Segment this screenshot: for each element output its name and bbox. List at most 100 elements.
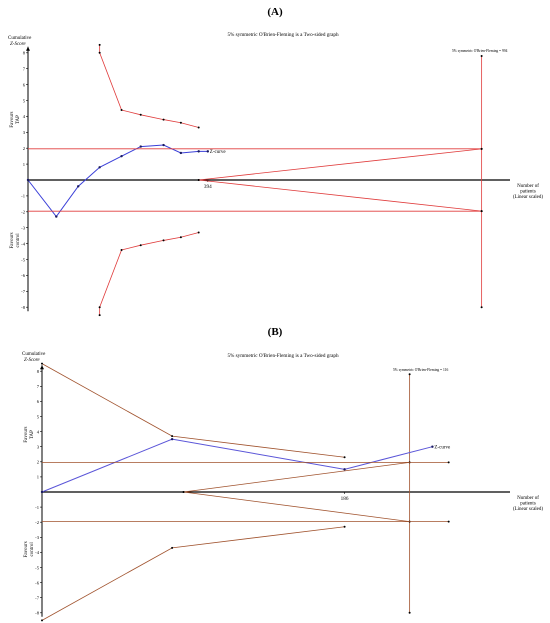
y-tick-label: -8	[21, 305, 26, 310]
favours-bottom-line2: control	[16, 233, 21, 248]
series-line-futility_lower	[198, 179, 482, 212]
favours-bottom-line1: Favours	[24, 541, 29, 557]
favours-top-label: Favours TAP	[10, 111, 21, 127]
data-point-Z-curve	[179, 151, 183, 155]
x-axis-label-line1: Number of	[517, 184, 539, 189]
data-point-futility_lower	[197, 179, 200, 181]
favours-bottom-label: Favours control	[10, 232, 21, 248]
y-tick-label: -2	[35, 520, 40, 525]
y-tick-label: -3	[35, 535, 40, 540]
favours-bottom-label: Favours control	[24, 541, 35, 557]
panel-b: (B) 5% symmetric O'Brien-Fleming is a Two…	[22, 326, 543, 622]
data-point-Z-curve	[162, 143, 165, 147]
y-tick-label: -2	[21, 210, 26, 215]
data-point-lower_boundary	[197, 231, 200, 234]
series-line-futility_upper	[198, 148, 482, 181]
y-tick-label: -1	[21, 194, 26, 199]
data-point-lower_boundary	[179, 236, 182, 239]
series-line-lower_boundary	[41, 526, 345, 621]
data-point-lower_boundary	[120, 248, 123, 251]
data-point-upper_boundary	[343, 456, 346, 459]
favours-bottom-line1: Favours	[10, 232, 15, 248]
y-tick-label: -6	[35, 580, 40, 585]
data-point-Z-curve	[343, 468, 346, 471]
y-tick-label: -8	[35, 611, 40, 616]
y-tick-label: 7	[23, 67, 26, 72]
data-point-conventional_lower	[447, 520, 450, 523]
y-tick-label: -5	[21, 257, 26, 262]
y-axis-arrow	[26, 46, 30, 51]
y-axis-arrow	[40, 365, 44, 370]
data-point-conventional_lower	[480, 210, 483, 213]
boundary-label: 5% symmetric O'Brien-Fleming = 116	[393, 368, 448, 372]
y-tick-label: 2	[37, 460, 40, 465]
series-line-Z-curve	[41, 438, 433, 493]
x-tick-label: 186	[341, 496, 349, 502]
ris-marker	[408, 373, 411, 376]
data-point-upper_boundary	[120, 109, 123, 112]
data-point-Z-curve	[206, 150, 210, 153]
data-point-Z-curve	[98, 166, 101, 169]
data-point-upper_boundary	[41, 362, 43, 365]
favours-top-line2: TAP	[30, 430, 35, 439]
data-point-Z-curve	[40, 490, 44, 494]
y-tick-label: 5	[37, 414, 40, 419]
x-tick-label: 394	[204, 184, 212, 190]
data-point-lower_boundary	[139, 244, 142, 247]
data-point-Z-curve	[77, 185, 80, 188]
y-tick-label: 3	[37, 445, 40, 450]
y-axis-label-line1: Cumulative	[22, 352, 46, 357]
y-tick-label: 6	[37, 399, 40, 404]
data-point-upper_boundary	[162, 118, 165, 121]
y-tick-label: 5	[23, 98, 26, 103]
ris-marker	[408, 611, 411, 614]
y-tick-label: -7	[21, 289, 26, 294]
favours-top-line2: TAP	[16, 115, 21, 124]
panel-label: (A)	[267, 6, 283, 18]
x-axis-label-line2: patients	[520, 190, 536, 195]
data-point-conventional_upper	[447, 461, 450, 464]
series-line-Z-curve	[27, 144, 208, 218]
data-point-Z-curve	[170, 437, 174, 441]
data-point-upper_boundary	[98, 43, 101, 46]
y-tick-label: 1	[37, 475, 40, 480]
y-tick-label: -3	[21, 226, 26, 231]
y-tick-label: 4	[37, 429, 40, 434]
data-point-upper_boundary	[139, 113, 142, 116]
ris-marker	[480, 54, 483, 57]
y-tick-label: 8	[23, 51, 26, 56]
y-tick-label: -5	[35, 565, 40, 570]
y-tick-label: -4	[21, 241, 26, 246]
y-axis-label-line2: Z-Score	[24, 358, 40, 363]
panel-a: (A) 5% symmetric O'Brien-Fleming is a Two…	[8, 6, 543, 317]
data-point-conventional_upper	[480, 147, 483, 150]
favours-top-label: Favours TAP	[24, 427, 35, 443]
data-point-upper_boundary	[98, 51, 101, 54]
y-tick-label: -7	[35, 596, 40, 601]
y-tick-label: 2	[23, 146, 26, 151]
data-point-upper_boundary	[197, 126, 200, 129]
boundary-label: 5% symmetric O'Brien-Fleming = 994	[452, 49, 508, 53]
y-tick-label: 1	[23, 162, 26, 167]
x-axis-label-line3: (Linear scaled)	[513, 507, 543, 512]
x-axis-label-line2: patients	[520, 502, 536, 507]
data-point-Z-curve	[431, 445, 434, 448]
z-curve-label: Z-curve	[210, 150, 227, 155]
y-axis-label-line1: Cumulative	[8, 36, 32, 41]
y-tick-label: 3	[23, 130, 26, 135]
y-tick-label: 6	[23, 82, 26, 87]
data-point-Z-curve	[120, 154, 123, 158]
x-axis-label-line3: (Linear scaled)	[513, 195, 543, 200]
y-tick-label: -6	[21, 273, 26, 278]
y-axis-label-line2: Z-Score	[10, 42, 26, 47]
data-point-Z-curve	[197, 150, 200, 153]
series-line-futility_upper	[183, 462, 410, 493]
series-line-futility_lower	[183, 491, 410, 522]
favours-top-line1: Favours	[10, 111, 15, 127]
y-tick-label: -4	[35, 550, 40, 555]
panel-label: (B)	[268, 326, 283, 338]
data-point-lower_boundary	[98, 314, 101, 317]
series-line-upper_boundary	[99, 44, 199, 128]
data-point-lower_boundary	[162, 239, 165, 242]
